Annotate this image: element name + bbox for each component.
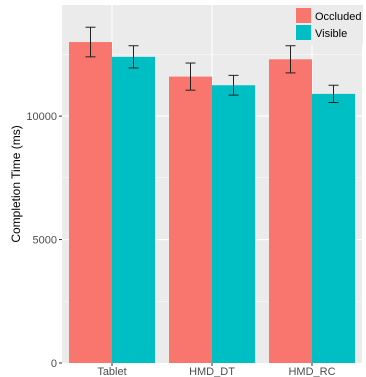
bar-occluded-tablet [69, 42, 112, 363]
error-bar-occluded-hmd_dt [185, 62, 196, 91]
legend-swatch-visible [296, 25, 311, 40]
y-tick-label: 0 [51, 358, 57, 370]
bar-visible-hmd_dt [212, 85, 255, 363]
bar-occluded-hmd_dt [169, 76, 212, 363]
x-tick-label: Tablet [97, 366, 126, 377]
y-tick-label: 10000 [26, 111, 57, 123]
y-axis-ticks: 0 5000 10000 [26, 111, 62, 370]
y-axis-title: Completion Time (ms) [9, 125, 23, 242]
x-axis-ticks: Tablet HMD_DT HMD_RC [97, 363, 336, 377]
error-bar-occluded-tablet [85, 26, 96, 58]
bar-visible-tablet [112, 56, 155, 364]
legend-label-visible: Visible [315, 28, 347, 40]
legend-label-occluded: Occluded [315, 11, 361, 23]
x-tick-label: HMD_DT [189, 366, 235, 377]
x-tick-label: HMD_RC [288, 366, 335, 377]
error-bar-visible-hmd_rc [328, 84, 339, 104]
y-tick-label: 5000 [33, 235, 57, 247]
error-bars-layer [85, 26, 339, 104]
bars-layer [69, 42, 355, 364]
error-bar-visible-hmd_dt [228, 74, 239, 96]
legend-swatch-occluded [296, 8, 311, 23]
legend: Occluded Visible [293, 5, 363, 45]
error-bar-occluded-hmd_rc [285, 45, 296, 74]
bar-occluded-hmd_rc [269, 59, 312, 364]
error-bar-visible-tablet [128, 45, 139, 69]
bar-visible-hmd_rc [312, 93, 355, 364]
